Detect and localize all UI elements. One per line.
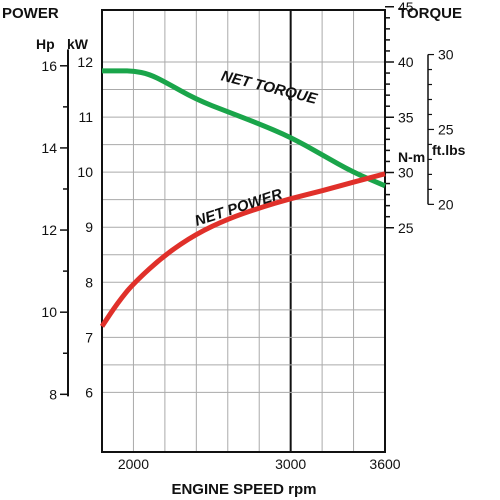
nm-tick-label: 30 <box>398 165 414 181</box>
nm-tick-label: 40 <box>398 54 414 70</box>
kw-label-bg <box>78 162 94 181</box>
net-torque-line <box>102 68 386 189</box>
x-axis-title: ENGINE SPEED rpm <box>171 481 316 498</box>
x-axis: 2000 3000 3600 <box>118 456 401 472</box>
kw-tick-label: 10 <box>77 164 93 180</box>
nm-axis: 25 30 35 40 45 <box>385 0 414 236</box>
nm-unit-label: N-m <box>398 149 425 165</box>
x-tick-label: 3600 <box>369 456 400 472</box>
nm-tick-label: 25 <box>398 220 414 236</box>
left-axis-header: POWER <box>2 5 59 22</box>
hp-tick-label: 10 <box>41 304 57 320</box>
series-label-net-power: NET POWER <box>193 186 285 230</box>
hp-tick-label: 12 <box>41 222 57 238</box>
ftlbs-axis: 20 25 30 <box>427 47 454 212</box>
kw-tick-label: 11 <box>78 109 93 125</box>
hp-tick-label: 16 <box>41 58 57 74</box>
plot-frame <box>101 9 386 453</box>
kw-label-bg <box>78 272 94 291</box>
hp-axis: 8 10 12 14 16 <box>41 49 69 402</box>
hp-tick-label: 8 <box>49 386 57 402</box>
kw-tick-label: 6 <box>85 384 93 400</box>
kw-label-bg <box>78 52 94 70</box>
ftlbs-unit-label: ft.lbs <box>432 142 466 158</box>
ftlbs-tick-label: 30 <box>438 47 454 63</box>
right-axis-header: TORQUE <box>398 5 462 22</box>
hp-unit-label: Hp <box>36 36 55 52</box>
grid <box>102 10 385 452</box>
series-layer <box>99 68 386 328</box>
kw-axis: 6 7 8 9 10 11 12 <box>77 52 94 401</box>
kw-tick-label: 8 <box>85 274 93 290</box>
kw-label-bg <box>78 382 94 401</box>
kw-unit-label: kW <box>67 36 89 52</box>
x-tick-label: 3000 <box>275 456 306 472</box>
net-power-line <box>99 171 386 328</box>
kw-label-bg <box>78 217 94 236</box>
ftlbs-tick-label: 20 <box>438 196 454 212</box>
kw-tick-label: 7 <box>85 329 93 345</box>
hp-tick-label: 14 <box>41 140 57 156</box>
kw-tick-label: 12 <box>77 54 93 70</box>
nm-tick-label: 45 <box>398 0 414 15</box>
nm-tick-label: 35 <box>398 109 414 125</box>
kw-label-bg <box>78 107 94 126</box>
x-tick-label: 2000 <box>118 456 149 472</box>
kw-label-bg <box>78 327 94 346</box>
ftlbs-tick-label: 25 <box>438 121 454 137</box>
kw-tick-label: 9 <box>85 219 93 235</box>
series-label-net-torque: NET TORQUE <box>219 68 319 108</box>
